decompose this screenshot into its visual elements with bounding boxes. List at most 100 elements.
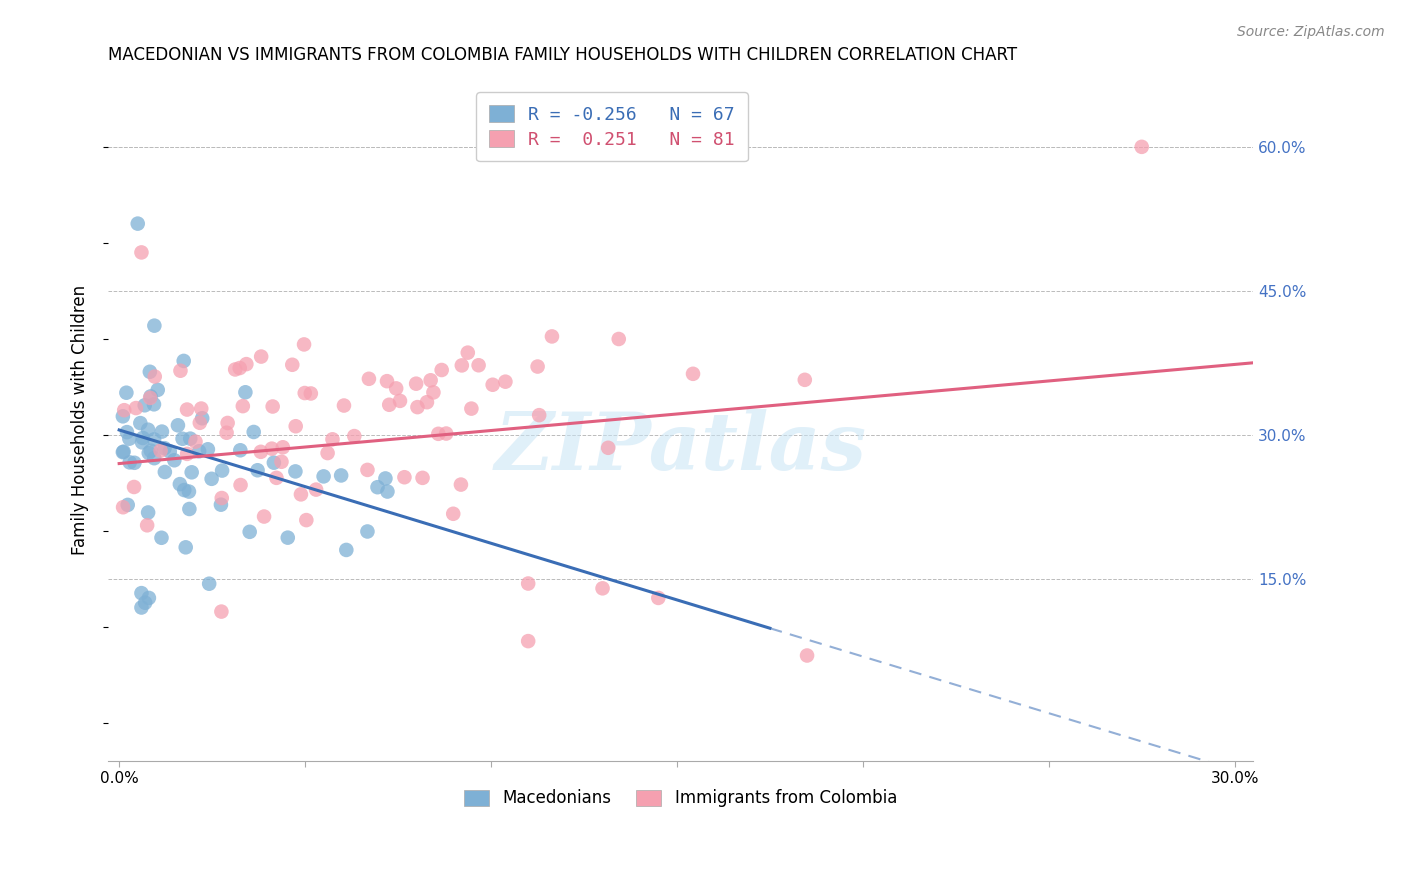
Point — [150, 425, 173, 439]
Point — [190, 401, 212, 416]
Point — [143, 433, 166, 447]
Point — [294, 386, 316, 401]
Point — [378, 398, 401, 412]
Point — [143, 451, 166, 466]
Point — [385, 381, 408, 395]
Point — [592, 582, 614, 596]
Point — [434, 426, 457, 441]
Point — [457, 345, 479, 359]
Point — [235, 357, 257, 371]
Point — [284, 464, 307, 478]
Point — [139, 365, 162, 379]
Point — [263, 456, 285, 470]
Point — [127, 217, 149, 231]
Point — [517, 576, 540, 591]
Point — [134, 596, 156, 610]
Point — [284, 419, 307, 434]
Point — [430, 363, 453, 377]
Point — [169, 364, 191, 378]
Point — [682, 367, 704, 381]
Point — [412, 471, 434, 485]
Point — [131, 245, 153, 260]
Point — [796, 648, 818, 663]
Point — [138, 446, 160, 460]
Point — [321, 433, 343, 447]
Point — [335, 543, 357, 558]
Point — [136, 518, 159, 533]
Point — [179, 432, 201, 446]
Point — [131, 435, 153, 450]
Point — [143, 318, 166, 333]
Point — [541, 329, 564, 343]
Point — [356, 524, 378, 539]
Point — [179, 502, 201, 516]
Point — [450, 477, 472, 491]
Point — [388, 393, 411, 408]
Point — [229, 361, 252, 376]
Point — [139, 389, 162, 403]
Point — [494, 375, 516, 389]
Point — [122, 480, 145, 494]
Point — [467, 358, 489, 372]
Point — [366, 480, 388, 494]
Point — [139, 391, 162, 405]
Point — [316, 446, 339, 460]
Point — [153, 465, 176, 479]
Point — [134, 398, 156, 412]
Point — [419, 373, 441, 387]
Point — [163, 453, 186, 467]
Point — [159, 444, 181, 458]
Point — [136, 506, 159, 520]
Point — [146, 383, 169, 397]
Point — [173, 483, 195, 497]
Point — [112, 444, 135, 458]
Point — [299, 386, 322, 401]
Point — [277, 531, 299, 545]
Y-axis label: Family Households with Children: Family Households with Children — [72, 285, 89, 556]
Point — [481, 377, 503, 392]
Point — [143, 397, 166, 411]
Point — [224, 362, 246, 376]
Point — [250, 350, 273, 364]
Point — [229, 478, 252, 492]
Point — [242, 425, 264, 439]
Point — [441, 507, 464, 521]
Point — [406, 400, 429, 414]
Point — [215, 425, 238, 440]
Point — [416, 395, 439, 409]
Point — [517, 634, 540, 648]
Point — [188, 444, 211, 458]
Point — [174, 541, 197, 555]
Point — [266, 471, 288, 485]
Point — [260, 442, 283, 456]
Point — [270, 455, 292, 469]
Point — [191, 411, 214, 425]
Point — [239, 524, 262, 539]
Point — [405, 376, 427, 391]
Point — [115, 425, 138, 439]
Point — [136, 423, 159, 437]
Point — [305, 483, 328, 497]
Point — [115, 385, 138, 400]
Point — [143, 369, 166, 384]
Point — [290, 487, 312, 501]
Point — [209, 498, 232, 512]
Point — [281, 358, 304, 372]
Point — [343, 429, 366, 443]
Point — [607, 332, 630, 346]
Point — [132, 431, 155, 445]
Point — [211, 491, 233, 505]
Point — [377, 484, 399, 499]
Point — [131, 586, 153, 600]
Point — [111, 445, 134, 459]
Point — [235, 385, 257, 400]
Point — [460, 401, 482, 416]
Point — [333, 399, 356, 413]
Legend: Macedonians, Immigrants from Colombia: Macedonians, Immigrants from Colombia — [457, 783, 904, 814]
Point — [131, 600, 153, 615]
Point — [118, 455, 141, 469]
Point — [118, 432, 141, 446]
Point — [112, 500, 135, 515]
Point — [356, 463, 378, 477]
Point — [139, 443, 162, 458]
